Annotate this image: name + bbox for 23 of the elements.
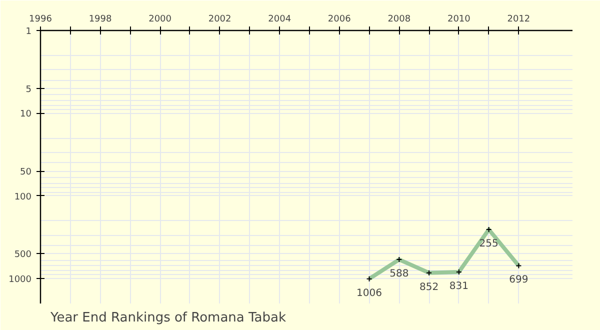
y-tick-label: 5 <box>26 84 32 95</box>
x-tick-label: 1996 <box>29 14 52 24</box>
y-tick-label: 1000 <box>8 275 32 286</box>
x-tick-label: 2006 <box>328 14 352 24</box>
data-label: 1006 <box>356 288 382 299</box>
x-tick-label: 2012 <box>507 14 530 24</box>
x-tick-label: 2000 <box>148 14 172 24</box>
y-tick-label: 50 <box>20 168 32 178</box>
data-label: 255 <box>479 238 498 250</box>
data-label: 699 <box>509 274 528 286</box>
y-tick-label: 500 <box>14 250 32 260</box>
y-tick-label: 100 <box>14 192 32 202</box>
y-tick-label: 1 <box>26 27 32 37</box>
x-tick-label: 1998 <box>88 14 112 24</box>
x-tick-label: 2010 <box>447 14 471 24</box>
text: Year End Rankings of Romana Tabak <box>50 310 286 326</box>
data-label: 588 <box>390 268 409 280</box>
x-tick-label: 2002 <box>208 14 232 24</box>
data-label: 852 <box>419 282 439 293</box>
data-label: 831 <box>449 280 468 292</box>
x-tick-label: 2004 <box>268 14 292 24</box>
y-tick-label: 10 <box>20 110 32 120</box>
x-tick-label: 2008 <box>388 14 411 24</box>
